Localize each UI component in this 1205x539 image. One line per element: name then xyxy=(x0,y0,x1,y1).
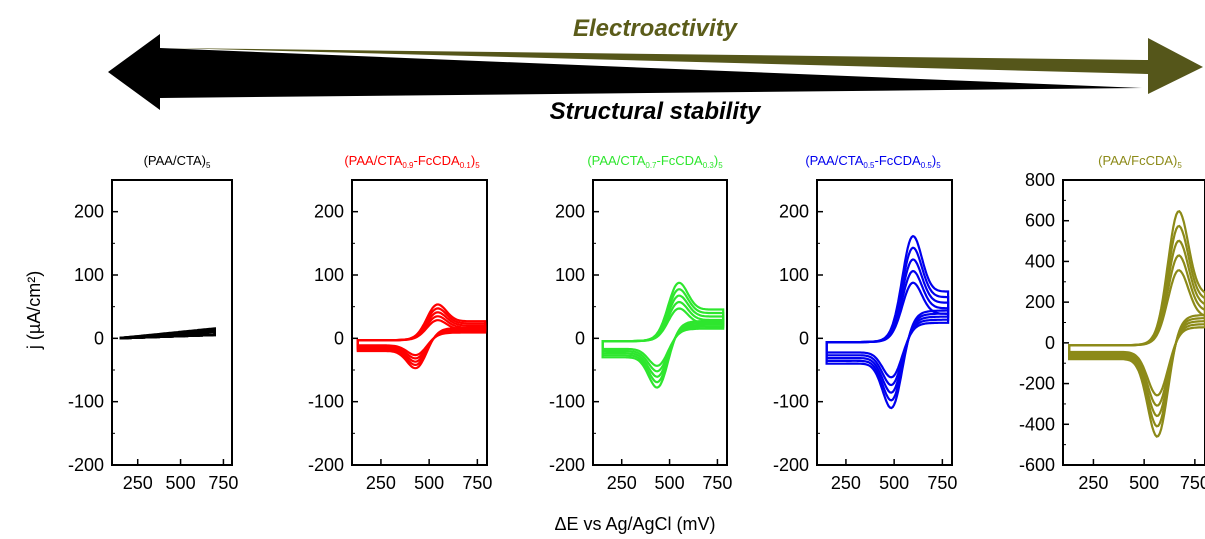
cv-panel-2: (PAA/CTA0.9-FcCDA0.1)5 200 100 0 -100 -200 250… xyxy=(308,153,492,493)
panel-title: (PAA/CTA0.7-FcCDA0.3)5 xyxy=(587,153,723,170)
x-tick-label: 250 xyxy=(366,473,396,493)
electroactivity-label: Electroactivity xyxy=(573,15,739,42)
x-tick-label: 500 xyxy=(166,473,196,493)
plot-frame xyxy=(816,179,953,466)
y-tick-label: 0 xyxy=(799,328,809,348)
cv-panel-4: (PAA/CTA0.5-FcCDA0.5)5 200 100 0 -100 -200 250… xyxy=(773,153,957,493)
x-axis-label: ΔE vs Ag/AgCl (mV) xyxy=(554,514,715,534)
panel-title: (PAA/CTA0.9-FcCDA0.1)5 xyxy=(344,153,480,170)
structural-stability-label: Structural stability xyxy=(550,98,762,125)
x-tick-label: 250 xyxy=(1078,473,1108,493)
cv-panel-5: (PAA/FcCDA)5 800 600 400 200 0 -200 -400 -600 250… xyxy=(1019,153,1205,493)
cv-panel-1: (PAA/CTA)5 200 100 0 -100 -200 250 500 750 xyxy=(68,153,238,493)
electroactivity-arrow xyxy=(170,38,1203,94)
y-tick-label: -200 xyxy=(773,455,809,475)
header-arrows: Electroactivity Structural stability xyxy=(108,15,1203,125)
y-tick-label: 100 xyxy=(74,265,104,285)
y-tick-label: 200 xyxy=(74,202,104,222)
y-tick-label: 100 xyxy=(314,265,344,285)
x-tick-label: 750 xyxy=(702,473,732,493)
y-tick-label: -200 xyxy=(1019,374,1055,394)
y-tick-label: 600 xyxy=(1025,211,1055,231)
y-tick-label: -200 xyxy=(308,455,344,475)
x-tick-label: 750 xyxy=(208,473,238,493)
y-tick-label: -600 xyxy=(1019,455,1055,475)
y-tick-label: -200 xyxy=(549,455,585,475)
plot-frame xyxy=(111,179,233,466)
y-tick-label: 200 xyxy=(779,202,809,222)
y-tick-label: 0 xyxy=(575,328,585,348)
y-tick-label: -100 xyxy=(549,392,585,412)
x-tick-label: 500 xyxy=(655,473,685,493)
x-tick-label: 500 xyxy=(879,473,909,493)
panel-title: (PAA/FcCDA)5 xyxy=(1098,153,1182,170)
cv-panel-3: (PAA/CTA0.7-FcCDA0.3)5 200 100 0 -100 -200 250… xyxy=(549,153,732,493)
panel-title: (PAA/CTA0.5-FcCDA0.5)5 xyxy=(805,153,941,170)
x-tick-label: 750 xyxy=(462,473,492,493)
x-tick-label: 500 xyxy=(414,473,444,493)
y-tick-label: 400 xyxy=(1025,251,1055,271)
cv-cycle-3 xyxy=(825,258,950,394)
cv-curves xyxy=(825,234,950,410)
x-tick-label: 500 xyxy=(1129,473,1159,493)
y-tick-label: -400 xyxy=(1019,414,1055,434)
cv-cycle-5 xyxy=(601,307,725,367)
cv-curves xyxy=(601,281,725,389)
x-tick-label: 250 xyxy=(831,473,861,493)
cv-cycle-5 xyxy=(825,281,950,379)
y-tick-label: 100 xyxy=(555,265,585,285)
y-tick-label: 0 xyxy=(334,328,344,348)
plot-frame xyxy=(592,179,728,466)
y-tick-label: 0 xyxy=(94,328,104,348)
y-tick-label: -200 xyxy=(68,455,104,475)
y-tick-label: 0 xyxy=(1045,333,1055,353)
x-tick-label: 750 xyxy=(1180,473,1205,493)
y-tick-label: -100 xyxy=(68,392,104,412)
cv-curves xyxy=(1068,210,1205,438)
plot-frame xyxy=(351,179,488,466)
structural-stability-arrow xyxy=(108,34,1142,110)
x-tick-label: 750 xyxy=(927,473,957,493)
cv-curves xyxy=(356,303,487,370)
cv-curves xyxy=(119,327,216,340)
cv-cycle-5 xyxy=(1068,269,1205,397)
y-tick-label: 200 xyxy=(1025,292,1055,312)
cv-cycle-5 xyxy=(119,331,216,340)
x-tick-label: 250 xyxy=(123,473,153,493)
y-tick-label: 800 xyxy=(1025,170,1055,190)
y-tick-label: 100 xyxy=(779,265,809,285)
panel-title: (PAA/CTA)5 xyxy=(144,153,211,170)
y-tick-label: 200 xyxy=(555,202,585,222)
y-tick-label: -100 xyxy=(773,392,809,412)
x-tick-label: 250 xyxy=(607,473,637,493)
y-axis-label: j (µA/cm²) xyxy=(24,271,44,350)
y-tick-label: 200 xyxy=(314,202,344,222)
y-tick-label: -100 xyxy=(308,392,344,412)
cv-cycle-5 xyxy=(356,319,487,357)
